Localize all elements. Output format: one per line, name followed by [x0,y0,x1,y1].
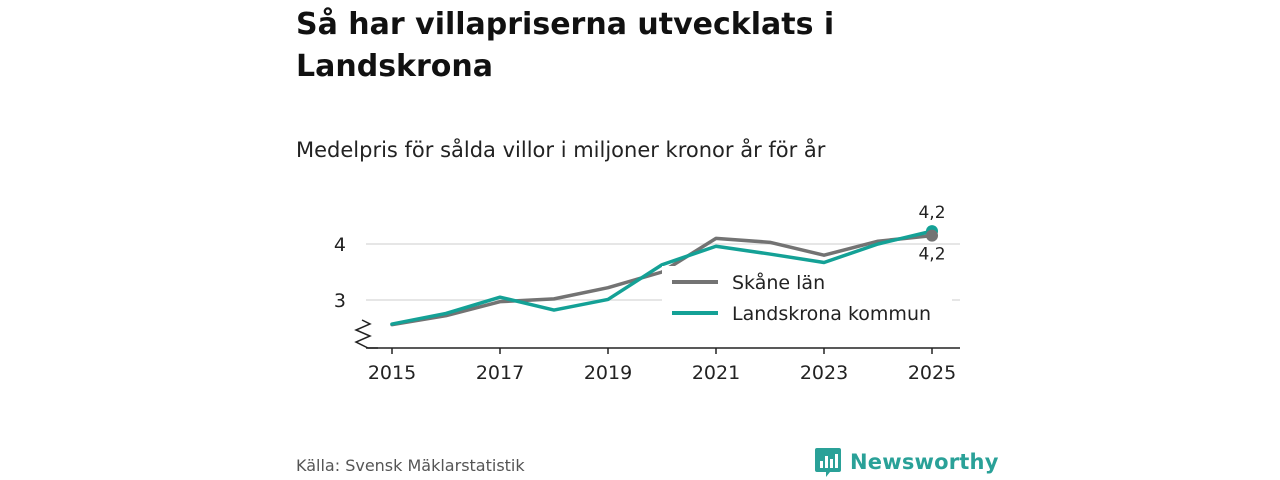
chart-title: Så har villapriserna utvecklats i Landsk… [296,7,835,84]
brand-name: Newsworthy [850,450,999,474]
series-endpoint [926,229,938,242]
legend-background [662,266,952,332]
newsworthy-logo-icon [815,448,841,477]
x-tick-label: 2017 [476,362,524,384]
series-line-2 [390,229,934,326]
end-value-label: 4,2 [918,203,945,223]
axis-break-icon [354,319,378,349]
x-tick-label: 2021 [692,362,740,384]
x-tick-label: 2019 [584,362,632,384]
x-tick-label: 2015 [368,362,416,384]
y-tick-label: 4 [334,234,346,256]
chart-subtitle: Medelpris för sålda villor i miljoner kr… [296,138,826,162]
end-value-label: 4,2 [918,245,945,265]
legend-label: Landskrona kommun [732,303,931,325]
legend: Skåne län Landskrona kommun [662,266,952,332]
brand-logo[interactable]: Newsworthy [814,446,999,478]
end-labels: 4,2 4,2 [918,203,945,264]
x-axis: 2015 2017 2019 2021 2023 2025 [366,347,960,384]
y-tick-label: 3 [334,290,346,312]
x-tick-label: 2025 [908,362,956,384]
y-axis: 34 [334,234,378,349]
x-tick-label: 2023 [800,362,848,384]
source-note: Källa: Svensk Mäklarstatistik [296,456,525,475]
line-chart: 2015 2017 2019 2021 2023 2025 34 Skåne länLan… [334,203,960,384]
legend-label: Skåne län [732,271,825,294]
